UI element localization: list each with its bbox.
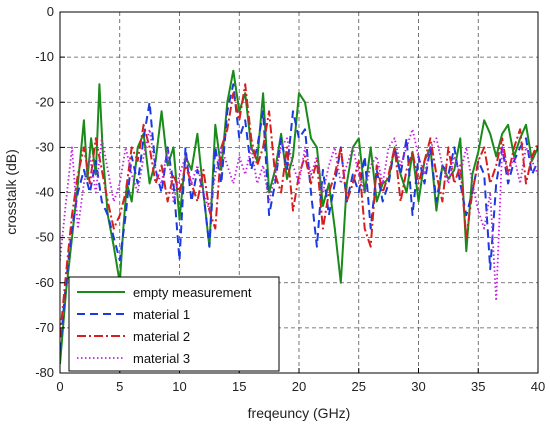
x-tick-label: 35 xyxy=(471,379,485,394)
y-tick-label: -80 xyxy=(35,365,54,380)
x-tick-label: 40 xyxy=(531,379,545,394)
x-tick-label: 5 xyxy=(116,379,123,394)
y-tick-label: -60 xyxy=(35,275,54,290)
series-line-3 xyxy=(60,83,538,337)
legend: empty measurement material 1 material 2 mat… xyxy=(68,276,280,372)
legend-label: material 2 xyxy=(133,329,190,344)
y-tick-label: 0 xyxy=(47,4,54,19)
y-tick-label: -30 xyxy=(35,139,54,154)
y-tick-label: -70 xyxy=(35,320,54,335)
series-line-2 xyxy=(60,83,538,351)
axis-ticks: 0 5 10 15 20 25 30 35 40 -80 -70 -60 -50 -40 -30 -20 -10… xyxy=(35,4,545,394)
legend-label: material 3 xyxy=(133,351,190,366)
series-lines xyxy=(60,69,538,365)
y-tick-label: -20 xyxy=(35,94,54,109)
x-axis-label: freqeuncy (GHz) xyxy=(248,405,351,421)
legend-label: empty measurement xyxy=(133,285,252,300)
series-line-1 xyxy=(60,69,538,365)
x-tick-label: 10 xyxy=(172,379,186,394)
y-tick-label: -10 xyxy=(35,49,54,64)
y-axis-label: crosstalk (dB) xyxy=(3,149,19,235)
y-tick-label: -50 xyxy=(35,230,54,245)
legend-label: material 1 xyxy=(133,307,190,322)
x-tick-label: 0 xyxy=(56,379,63,394)
x-tick-label: 15 xyxy=(232,379,246,394)
y-tick-label: -40 xyxy=(35,185,54,200)
x-tick-label: 20 xyxy=(292,379,306,394)
x-tick-label: 25 xyxy=(352,379,366,394)
x-tick-label: 30 xyxy=(411,379,425,394)
